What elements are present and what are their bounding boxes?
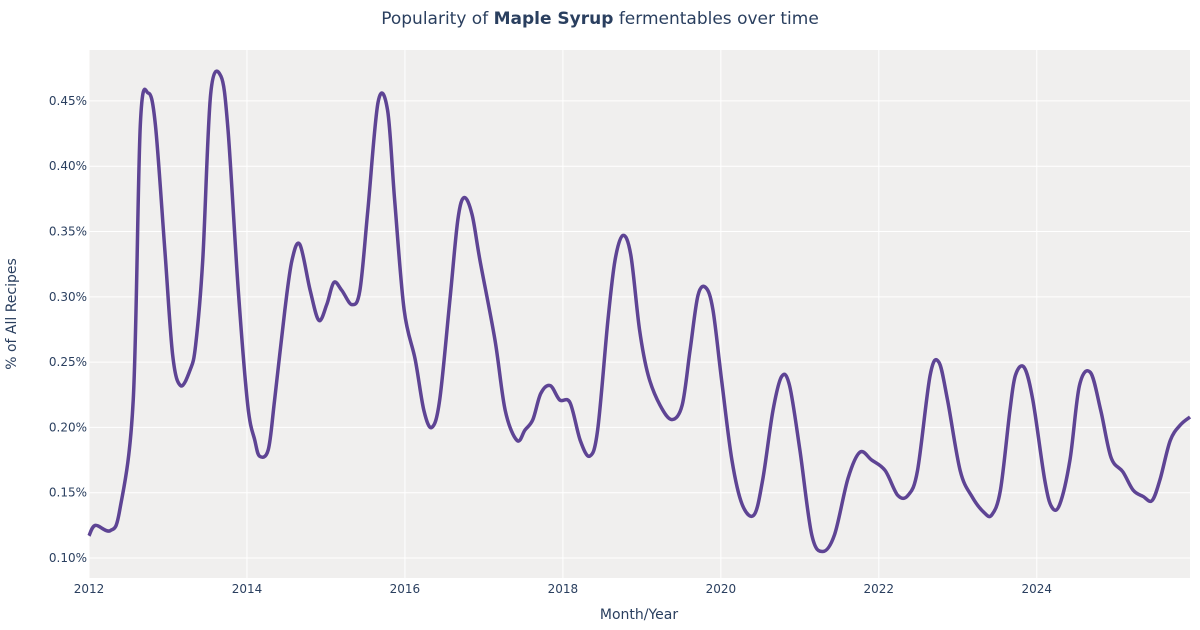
y-axis-label: % of All Recipes bbox=[4, 258, 20, 370]
title-bold: Maple Syrup bbox=[493, 9, 614, 29]
x-tick-label: 2014 bbox=[232, 582, 263, 596]
x-tick-label: 2020 bbox=[706, 582, 737, 596]
ticks: 2012 2014 2016 2018 2020 2022 2024 0.10% 0.15% 0.… bbox=[49, 94, 1052, 596]
y-tick-label: 0.40% bbox=[49, 159, 87, 173]
y-tick-label: 0.15% bbox=[49, 486, 87, 500]
x-tick-label: 2018 bbox=[548, 582, 579, 596]
series-line bbox=[87, 69, 1192, 554]
x-tick-label: 2022 bbox=[864, 582, 895, 596]
title-suffix: fermentables over time bbox=[613, 9, 819, 29]
x-axis-label: Month/Year bbox=[600, 607, 678, 623]
y-tick-label: 0.20% bbox=[49, 420, 87, 434]
grid bbox=[88, 50, 1190, 578]
y-tick-label: 0.30% bbox=[49, 290, 87, 304]
chart-title: Popularity of Maple Syrup fermentables o… bbox=[0, 9, 1200, 29]
title-prefix: Popularity of bbox=[381, 9, 494, 29]
y-tick-label: 0.10% bbox=[49, 551, 87, 565]
y-tick-label: 0.35% bbox=[49, 225, 87, 239]
x-tick-label: 2016 bbox=[390, 582, 421, 596]
x-tick-label: 2012 bbox=[74, 582, 105, 596]
y-tick-label: 0.25% bbox=[49, 355, 87, 369]
y-tick-label: 0.45% bbox=[49, 94, 87, 108]
x-tick-label: 2024 bbox=[1022, 582, 1053, 596]
plot-area bbox=[89, 50, 1190, 578]
